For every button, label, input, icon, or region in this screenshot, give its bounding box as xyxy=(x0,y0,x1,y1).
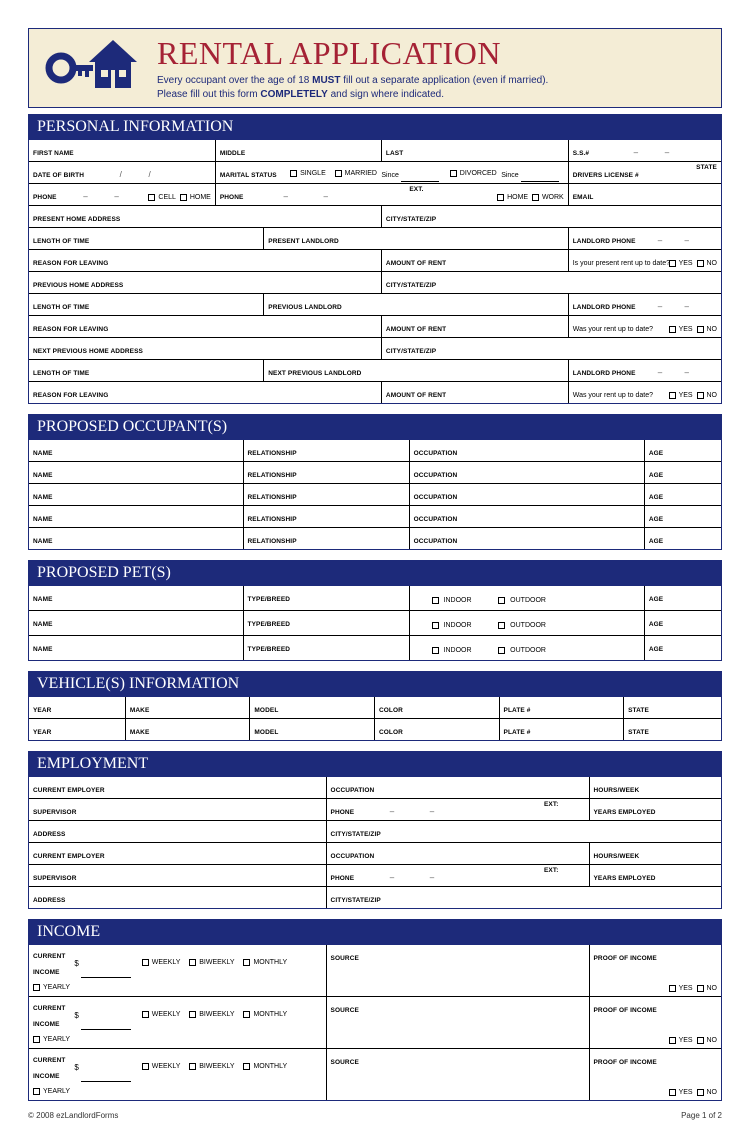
section-occupants: PROPOSED OCCUPANT(S) NAMERELATIONSHIPOCC… xyxy=(28,414,722,550)
form-header: RENTAL APPLICATION Every occupant over t… xyxy=(28,28,722,108)
section-vehicles: VEHICLE(S) INFORMATION YEARMAKEMODELCOLO… xyxy=(28,671,722,741)
section-employment: EMPLOYMENT CURRENT EMPLOYEROCCUPATIONHOU… xyxy=(28,751,722,909)
page-footer: © 2008 ezLandlordForms Page 1 of 2 xyxy=(28,1111,722,1120)
section-pets: PROPOSED PET(S) NAMETYPE/BREED INDOOR OU… xyxy=(28,560,722,661)
form-title: RENTAL APPLICATION xyxy=(157,35,707,72)
key-house-logo xyxy=(43,36,153,100)
section-personal: PERSONAL INFORMATION FIRST NAME MIDDLE L… xyxy=(28,114,722,404)
header-sub2: Please fill out this form COMPLETELY and… xyxy=(157,88,707,102)
header-sub1: Every occupant over the age of 18 MUST f… xyxy=(157,74,707,88)
section-heading: PERSONAL INFORMATION xyxy=(29,115,721,140)
section-income: INCOME CURRENTINCOME $ WEEKLY BIWEEKLY M… xyxy=(28,919,722,1101)
